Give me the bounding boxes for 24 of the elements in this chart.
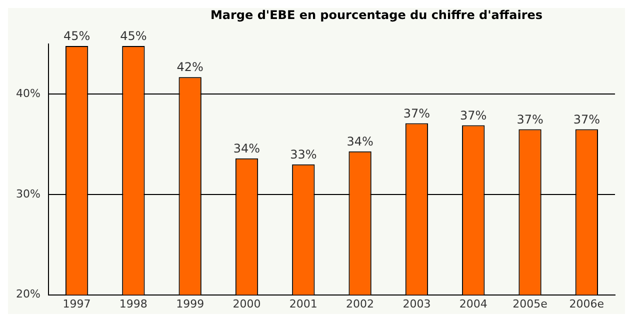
- y-tick-label: 30%: [16, 187, 40, 200]
- y-tick-label: 40%: [16, 87, 40, 100]
- x-tick-label: 1998: [119, 297, 148, 310]
- y-tick-label: 20%: [16, 288, 40, 301]
- data-label: 37%: [573, 112, 600, 126]
- data-label: 34%: [233, 141, 260, 156]
- x-tick-label: 2000: [232, 297, 261, 310]
- data-label: 34%: [346, 134, 374, 148]
- x-tick-label: 2002: [346, 297, 374, 310]
- x-tick-label: 2004: [459, 297, 488, 310]
- data-label: 37%: [516, 112, 544, 126]
- x-tick-label: 1999: [176, 297, 204, 310]
- data-label: 42%: [176, 60, 204, 74]
- data-label: 37%: [403, 106, 430, 120]
- data-label: 37%: [460, 108, 487, 122]
- x-tick-label: 2001: [289, 297, 318, 310]
- data-label: 45%: [63, 29, 90, 44]
- x-tick-label: 2005e: [512, 297, 548, 310]
- chart-title: Marge d'EBE en pourcentage du chiffre d'affaires: [209, 8, 544, 24]
- data-label: 45%: [120, 29, 147, 44]
- x-tick-label: 1997: [62, 297, 91, 310]
- data-label: 33%: [290, 148, 317, 162]
- x-tick-label: 2006e: [569, 297, 604, 310]
- x-tick-label: 2003: [402, 297, 431, 310]
